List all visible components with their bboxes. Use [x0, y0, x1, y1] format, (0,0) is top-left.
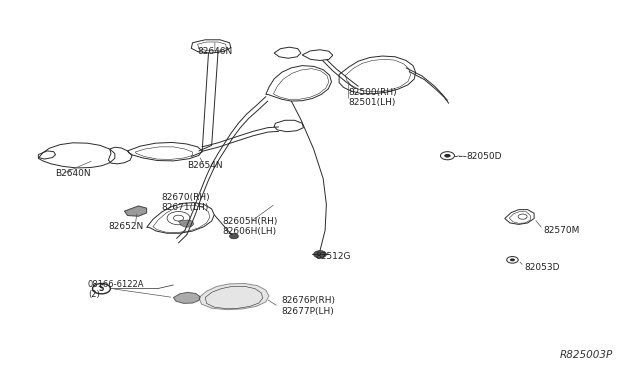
- Polygon shape: [173, 292, 200, 304]
- Text: 82050D: 82050D: [467, 152, 502, 161]
- Text: 82512G: 82512G: [315, 251, 351, 261]
- Circle shape: [444, 154, 451, 158]
- Text: B2654N: B2654N: [188, 161, 223, 170]
- Text: 82053D: 82053D: [524, 263, 559, 272]
- Text: 82500(RH)
82501(LH): 82500(RH) 82501(LH): [349, 88, 397, 107]
- Polygon shape: [124, 206, 147, 216]
- Text: 82605H(RH)
82606H(LH): 82605H(RH) 82606H(LH): [222, 217, 278, 236]
- Text: R825003P: R825003P: [560, 350, 613, 359]
- Circle shape: [314, 251, 326, 258]
- Text: S: S: [99, 284, 104, 293]
- Text: B2640N: B2640N: [56, 169, 91, 177]
- Text: 82652N: 82652N: [108, 222, 143, 231]
- Polygon shape: [199, 283, 269, 310]
- Circle shape: [510, 259, 515, 261]
- Text: 08166-6122A
(2): 08166-6122A (2): [88, 280, 145, 299]
- Text: 82670(RH)
82671(LH): 82670(RH) 82671(LH): [162, 193, 211, 212]
- Circle shape: [230, 234, 239, 239]
- Text: 82646N: 82646N: [197, 47, 232, 56]
- Polygon shape: [179, 220, 194, 227]
- Text: 82676P(RH)
82677P(LH): 82676P(RH) 82677P(LH): [282, 296, 336, 316]
- Text: 82570M: 82570M: [543, 226, 579, 235]
